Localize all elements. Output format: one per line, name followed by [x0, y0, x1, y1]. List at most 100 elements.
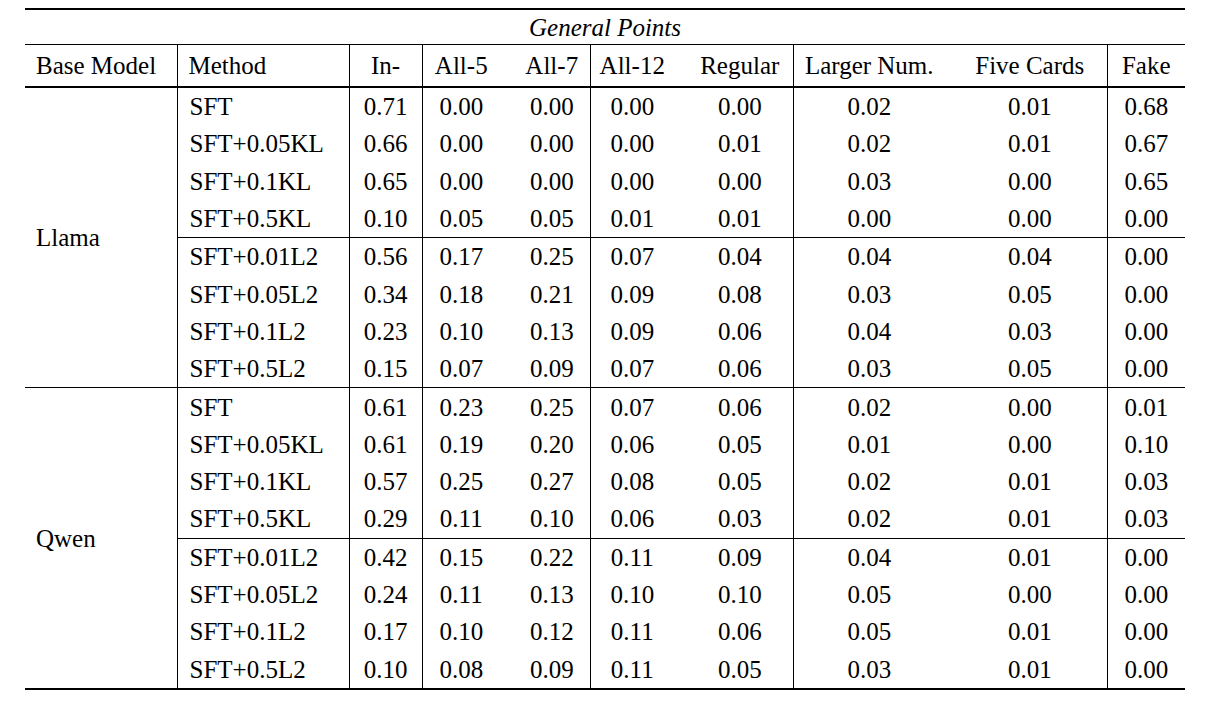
cell-five-cards: 0.01 [945, 500, 1107, 538]
method-cell: SFT+0.01L2 [177, 238, 349, 276]
cell-all-12: 0.01 [590, 200, 674, 238]
method-cell: SFT+0.5KL [177, 200, 349, 238]
cell-larger-num: 0.02 [793, 463, 945, 500]
cell-five-cards: 0.00 [945, 576, 1107, 613]
cell-all-12: 0.00 [590, 87, 674, 125]
cell-in: 0.29 [349, 500, 422, 538]
cell-five-cards: 0.00 [945, 163, 1107, 200]
cell-larger-num: 0.02 [793, 388, 945, 426]
cell-in: 0.61 [349, 388, 422, 426]
cell-all-7: 0.00 [500, 125, 590, 162]
cell-in: 0.56 [349, 238, 422, 276]
title-row: General Points [25, 9, 1185, 45]
cell-in: 0.10 [349, 200, 422, 238]
cell-all-5: 0.11 [422, 500, 500, 538]
cell-in: 0.15 [349, 350, 422, 388]
cell-all-12: 0.08 [590, 463, 674, 500]
table-title: General Points [25, 9, 1185, 45]
cell-larger-num: 0.00 [793, 200, 945, 238]
cell-all-12: 0.11 [590, 650, 674, 688]
cell-regular: 0.05 [674, 650, 793, 688]
cell-regular: 0.09 [674, 538, 793, 576]
col-header-regular: Regular [674, 45, 793, 88]
cell-five-cards: 0.04 [945, 238, 1107, 276]
cell-all-5: 0.05 [422, 200, 500, 238]
cell-all-12: 0.00 [590, 163, 674, 200]
method-cell: SFT+0.01L2 [177, 538, 349, 576]
cell-in: 0.34 [349, 275, 422, 312]
cell-five-cards: 0.05 [945, 350, 1107, 388]
cell-all-7: 0.13 [500, 576, 590, 613]
table-row: SFT+0.05KL0.610.190.200.060.050.010.000.… [25, 426, 1185, 463]
method-cell: SFT+0.1KL [177, 163, 349, 200]
col-header-all-12: All-12 [590, 45, 674, 88]
cell-fake: 0.00 [1107, 350, 1185, 388]
col-header-fake: Fake [1107, 45, 1185, 88]
table-row: SFT+0.01L20.420.150.220.110.090.040.010.… [25, 538, 1185, 576]
cell-fake: 0.00 [1107, 313, 1185, 350]
cell-all-5: 0.00 [422, 125, 500, 162]
cell-five-cards: 0.01 [945, 463, 1107, 500]
cell-in: 0.23 [349, 313, 422, 350]
cell-larger-num: 0.02 [793, 500, 945, 538]
cell-all-12: 0.00 [590, 125, 674, 162]
cell-fake: 0.00 [1107, 275, 1185, 312]
cell-larger-num: 0.02 [793, 87, 945, 125]
table-row: SFT+0.5KL0.290.110.100.060.030.020.010.0… [25, 500, 1185, 538]
base-model-cell: Llama [25, 87, 177, 388]
cell-larger-num: 0.03 [793, 275, 945, 312]
table-row: SFT+0.05L20.340.180.210.090.080.030.050.… [25, 275, 1185, 312]
method-cell: SFT+0.5L2 [177, 350, 349, 388]
table-row: SFT+0.05KL0.660.000.000.000.010.020.010.… [25, 125, 1185, 162]
method-cell: SFT+0.05KL [177, 125, 349, 162]
header-row: Base Model Method In- All-5 All-7 All-12… [25, 45, 1185, 88]
cell-larger-num: 0.04 [793, 238, 945, 276]
method-cell: SFT+0.5KL [177, 500, 349, 538]
cell-in: 0.57 [349, 463, 422, 500]
col-header-all-7: All-7 [500, 45, 590, 88]
cell-fake: 0.65 [1107, 163, 1185, 200]
cell-five-cards: 0.00 [945, 388, 1107, 426]
cell-fake: 0.00 [1107, 613, 1185, 650]
cell-fake: 0.67 [1107, 125, 1185, 162]
table-row: SFT+0.01L20.560.170.250.070.040.040.040.… [25, 238, 1185, 276]
cell-larger-num: 0.04 [793, 538, 945, 576]
method-cell: SFT+0.5L2 [177, 650, 349, 688]
cell-all-12: 0.07 [590, 388, 674, 426]
cell-in: 0.65 [349, 163, 422, 200]
col-header-larger-num: Larger Num. [793, 45, 945, 88]
cell-in: 0.66 [349, 125, 422, 162]
cell-larger-num: 0.05 [793, 613, 945, 650]
cell-larger-num: 0.01 [793, 426, 945, 463]
cell-regular: 0.06 [674, 313, 793, 350]
cell-fake: 0.00 [1107, 576, 1185, 613]
cell-larger-num: 0.03 [793, 650, 945, 688]
col-header-method: Method [177, 45, 349, 88]
cell-in: 0.24 [349, 576, 422, 613]
cell-all-12: 0.11 [590, 538, 674, 576]
table-row: SFT+0.1L20.230.100.130.090.060.040.030.0… [25, 313, 1185, 350]
cell-all-5: 0.19 [422, 426, 500, 463]
table-row: QwenSFT0.610.230.250.070.060.020.000.01 [25, 388, 1185, 426]
cell-fake: 0.00 [1107, 238, 1185, 276]
cell-five-cards: 0.03 [945, 313, 1107, 350]
cell-larger-num: 0.04 [793, 313, 945, 350]
cell-five-cards: 0.01 [945, 650, 1107, 688]
table-row: SFT+0.5L20.100.080.090.110.050.030.010.0… [25, 650, 1185, 688]
cell-five-cards: 0.01 [945, 538, 1107, 576]
cell-all-5: 0.00 [422, 87, 500, 125]
cell-regular: 0.08 [674, 275, 793, 312]
cell-all-12: 0.11 [590, 613, 674, 650]
cell-larger-num: 0.02 [793, 125, 945, 162]
cell-all-7: 0.22 [500, 538, 590, 576]
cell-all-5: 0.15 [422, 538, 500, 576]
table-row: SFT+0.1L20.170.100.120.110.060.050.010.0… [25, 613, 1185, 650]
cell-in: 0.42 [349, 538, 422, 576]
cell-in: 0.17 [349, 613, 422, 650]
method-cell: SFT+0.1L2 [177, 313, 349, 350]
cell-five-cards: 0.01 [945, 125, 1107, 162]
cell-regular: 0.04 [674, 238, 793, 276]
cell-all-7: 0.00 [500, 163, 590, 200]
cell-fake: 0.01 [1107, 388, 1185, 426]
cell-all-5: 0.08 [422, 650, 500, 688]
